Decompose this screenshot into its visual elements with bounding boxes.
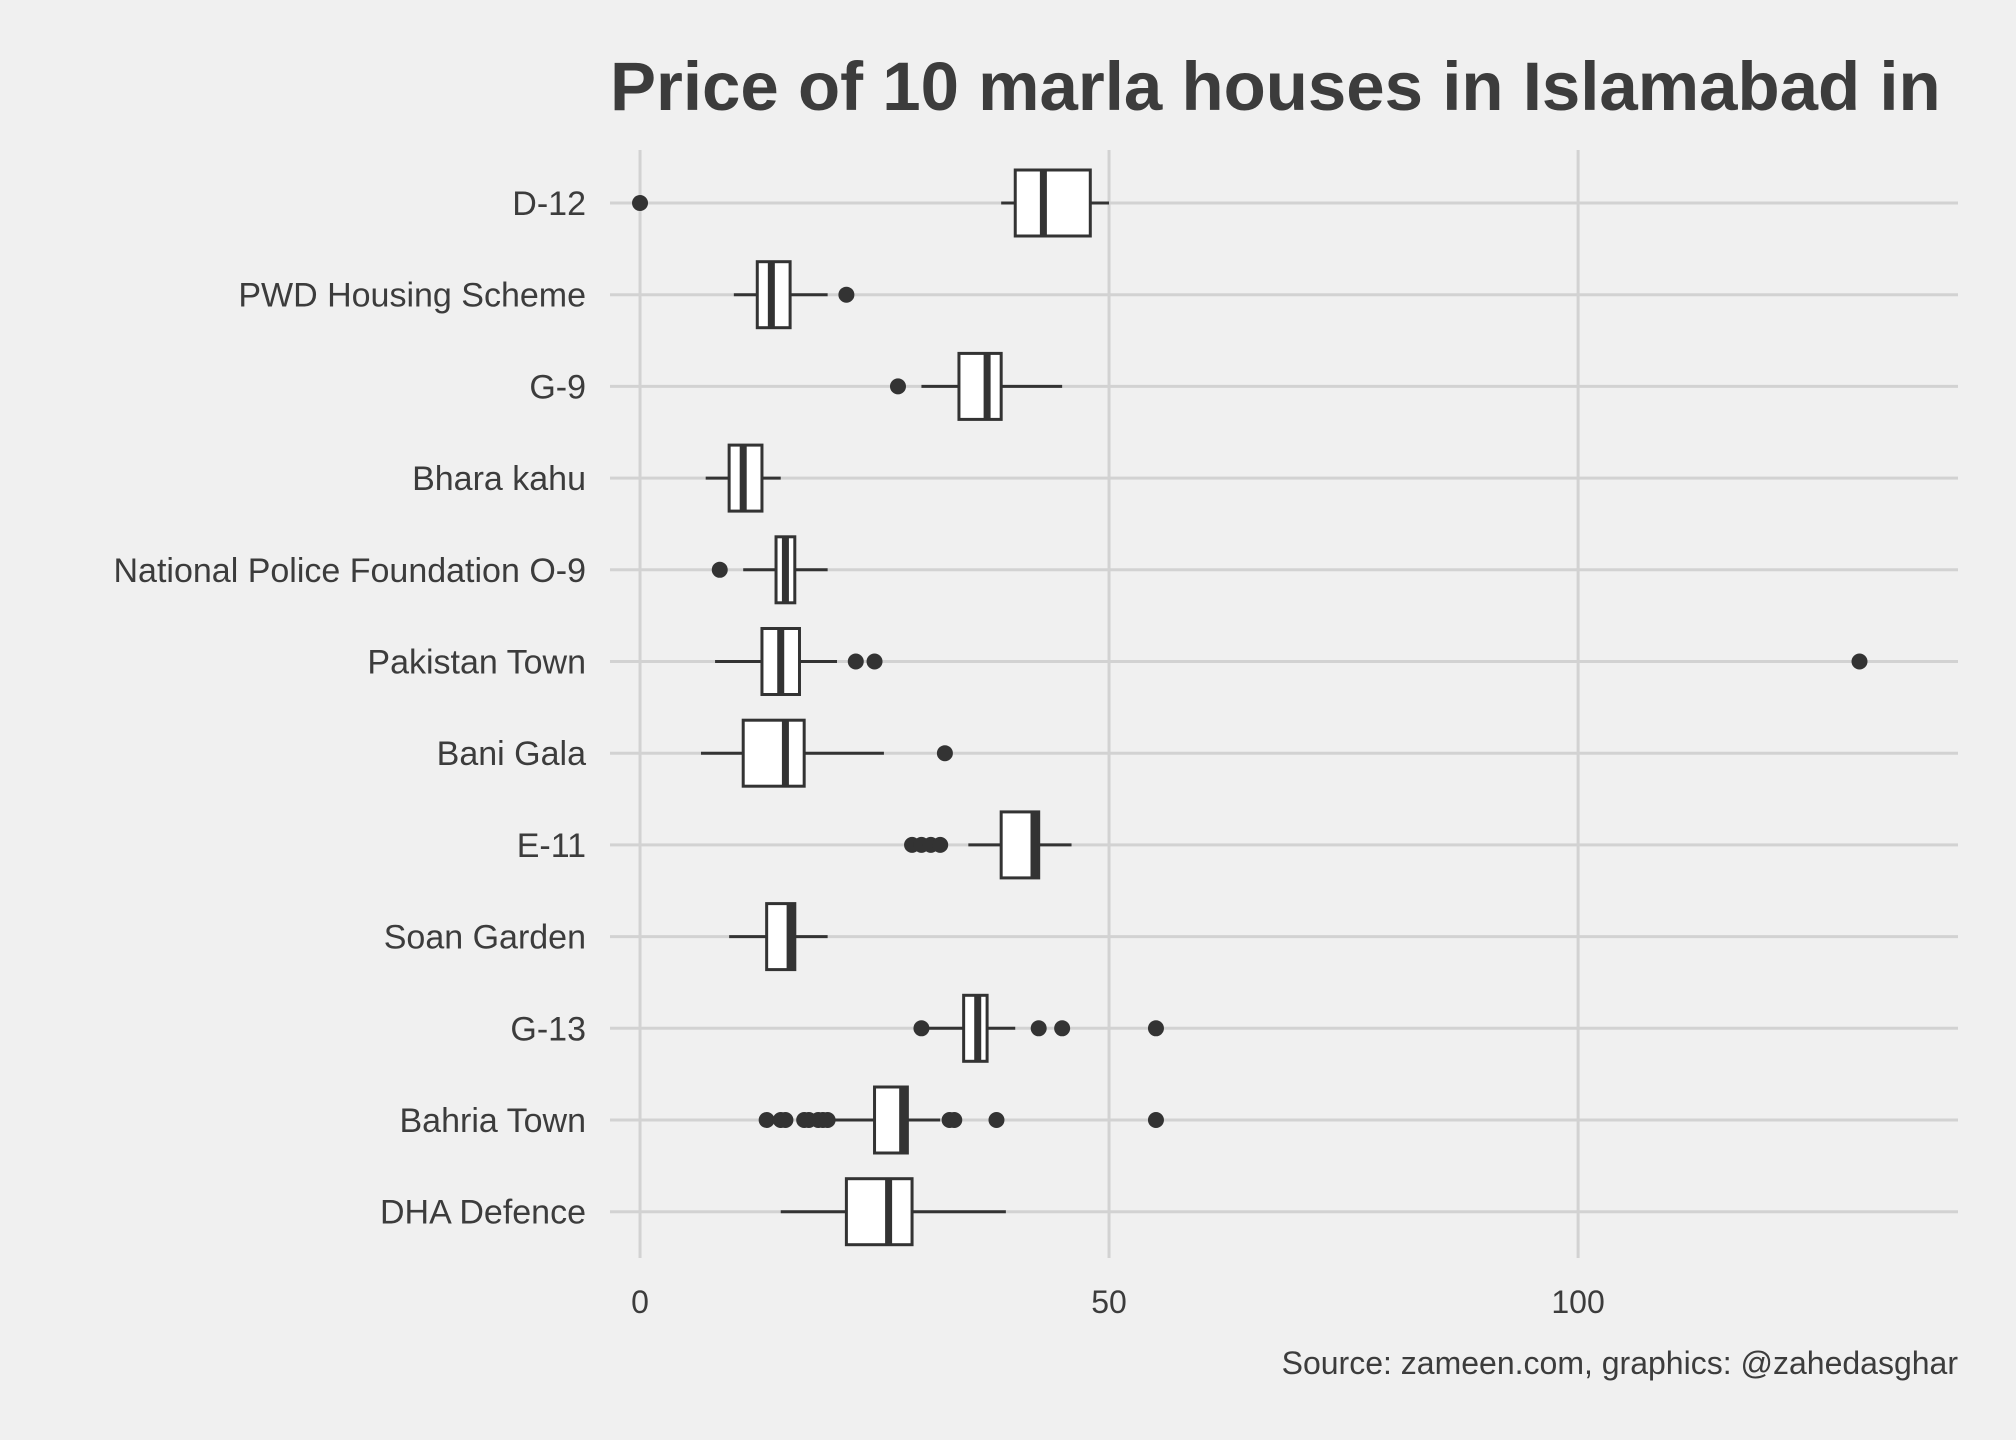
x-tick-label: 50 (1091, 1284, 1127, 1320)
outlier-point (866, 653, 883, 670)
outlier-point (711, 561, 728, 578)
outlier-point (758, 1112, 775, 1128)
category-label: E-11 (517, 827, 586, 865)
box-pwd-housing-scheme (733, 260, 855, 330)
box-g-9 (889, 351, 1063, 421)
box-pakistan-town (715, 627, 1868, 696)
interquartile-box (1013, 168, 1092, 238)
category-axis-labels: D-12 PWD Housing Scheme G-9 Bhara kahu Natio… (114, 185, 587, 1232)
x-tick-label: 100 (1551, 1284, 1604, 1320)
category-label: G-9 (529, 368, 586, 406)
outlier-point (1147, 1020, 1164, 1037)
outlier-point (946, 1112, 963, 1128)
interquartile-box (957, 351, 1003, 421)
interquartile-box (844, 1177, 914, 1247)
category-label: National Police Foundation O-9 (114, 552, 587, 590)
category-label: Bani Gala (437, 735, 586, 773)
outlier-point (819, 1112, 836, 1128)
category-label: PWD Housing Scheme (238, 277, 586, 315)
outlier-point (889, 378, 906, 395)
box-soan-garden (729, 902, 828, 972)
category-label: Bahria Town (400, 1102, 587, 1140)
category-label: Soan Garden (384, 919, 586, 957)
horizontal-gridlines (610, 201, 1958, 1214)
outlier-point (632, 195, 649, 211)
outlier-point (913, 1020, 930, 1037)
category-label: G-13 (510, 1010, 586, 1048)
interquartile-box (741, 718, 806, 788)
outlier-point (847, 653, 864, 670)
outlier-point (777, 1112, 794, 1128)
chart-caption: Source: zameen.com, graphics: @zahedasgh… (1282, 1345, 1959, 1381)
outlier-point (932, 836, 949, 853)
outlier-point (988, 1112, 1005, 1128)
box-dha-defence (780, 1177, 1006, 1247)
box-bani-gala (700, 718, 953, 788)
box-d-12 (632, 168, 1110, 238)
outlier-point (1851, 653, 1868, 670)
value-axis-labels: 0 50 100 (631, 1284, 1605, 1320)
category-label: Bhara kahu (412, 460, 586, 498)
outlier-point (838, 286, 855, 303)
box-bhara-kahu (705, 443, 781, 513)
box-e-11 (904, 810, 1072, 880)
outlier-point (1054, 1020, 1071, 1037)
chart-title: Price of 10 marla houses in Islamabad in (610, 48, 1941, 125)
category-label: D-12 (512, 185, 586, 223)
outlier-point (1030, 1020, 1047, 1037)
box-series (632, 168, 1868, 1247)
box-bahria-town (758, 1085, 1164, 1155)
box-g-13 (913, 993, 1164, 1063)
box-national-police-foundation-o-9 (711, 535, 828, 605)
x-tick-label: 0 (631, 1284, 649, 1320)
outlier-point (1147, 1112, 1164, 1128)
category-label: DHA Defence (380, 1194, 586, 1232)
category-label: Pakistan Town (367, 644, 586, 682)
outlier-point (936, 745, 953, 762)
vertical-gridlines (638, 150, 1580, 1258)
